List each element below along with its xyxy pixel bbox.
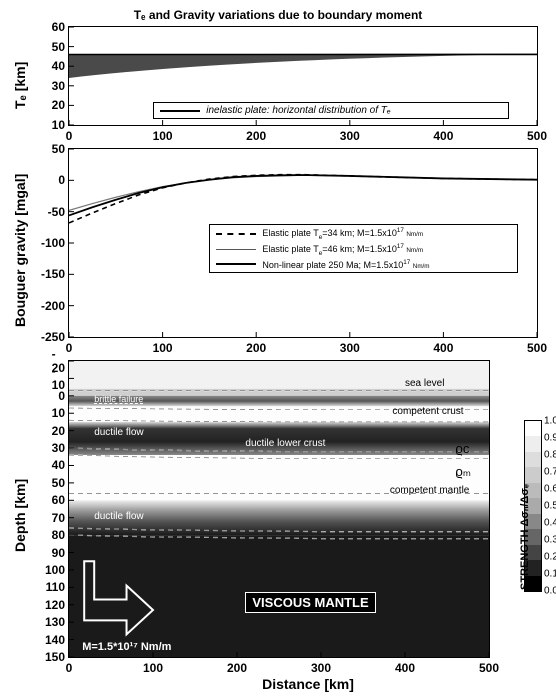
colorbar-tick: 0.1: [541, 569, 556, 580]
ytick-label: 60: [52, 493, 69, 507]
xtick-label: 400: [395, 661, 415, 675]
ytick-label: 130: [45, 615, 69, 629]
xtick-label: 200: [246, 341, 266, 355]
xtick-label: 100: [153, 341, 173, 355]
ytick-label: 90: [52, 546, 69, 560]
ytick-label: 50: [52, 476, 69, 490]
annotation-ductile-flow: ductile flow: [94, 511, 143, 522]
annotation-sea-level: sea level: [405, 378, 444, 389]
ytick-label: 30: [52, 79, 69, 93]
colorbar-segment: [525, 421, 541, 436]
legend-swatch: [216, 233, 256, 235]
legend-label: Non-linear plate 250 Ma; M=1.5x1017 Nm/m: [262, 259, 429, 270]
xtick-label: 300: [340, 129, 360, 143]
moment-label: M=1.5*10¹⁷ Nm/m: [82, 641, 171, 653]
colorbar-tick: 0.6: [541, 484, 556, 495]
colorbar-tick: 0.0: [541, 586, 556, 597]
ytick-label: -150: [41, 267, 69, 281]
ytick-label: 100: [45, 563, 69, 577]
annotation-competent-mantle: competent mantle: [390, 485, 470, 496]
ytick-label: 40: [52, 458, 69, 472]
legend-swatch: [216, 263, 256, 265]
ytick-label: 70: [52, 511, 69, 525]
annotation-ductile-lower-crust: ductile lower crust: [245, 438, 325, 449]
ytick-label: -100: [41, 236, 69, 250]
legend-gravity: Elastic plate Te=34 km; M=1.5x1017 Nm/m E…: [209, 224, 518, 273]
annotation-competent-crust: competent crust: [392, 406, 463, 417]
xtick-label: 200: [227, 661, 247, 675]
colorbar-tick: 0.8: [541, 450, 556, 461]
ytick-label: 0: [58, 389, 69, 403]
xtick-label: 200: [246, 129, 266, 143]
colorbar-tick: 0.2: [541, 552, 556, 563]
legend-te-text: inelastic plate: horizontal distribution…: [206, 105, 391, 116]
legend-te: inelastic plate: horizontal distribution…: [153, 102, 509, 119]
colorbar-segment: [525, 467, 541, 482]
figure-title: Tₑ and Gravity variations due to boundar…: [8, 8, 548, 22]
annotation-brittle-failure: brittle failure: [94, 394, 143, 404]
colorbar-tick: 0.3: [541, 535, 556, 546]
ytick-label: 50: [52, 142, 69, 156]
colorbar-tick: 0.9: [541, 433, 556, 444]
annotation-ϱᴄ: ϱᴄ: [455, 441, 469, 456]
xtick-label: 100: [143, 661, 163, 675]
xtick-label: 0: [66, 129, 73, 143]
ytick-label: 50: [52, 40, 69, 54]
colorbar-tick: 0.7: [541, 467, 556, 478]
ytick-label: -50: [48, 205, 69, 219]
colorbar-tick: 0.5: [541, 501, 556, 512]
legend-row-elastic46: Elastic plate Te=46 km; M=1.5x1017 Nm/m: [216, 243, 511, 257]
legend-label: Elastic plate Te=46 km; M=1.5x1017 Nm/m: [262, 243, 423, 257]
ytick-label: 0: [58, 173, 69, 187]
xtick-label: 0: [66, 661, 73, 675]
xtick-label: 300: [311, 661, 331, 675]
ytick-label: 120: [45, 598, 69, 612]
ylabel-depth: Depth [km]: [12, 479, 28, 552]
xtick-label: 500: [527, 341, 547, 355]
viscous-mantle-label: VISCOUS MANTLE: [245, 592, 375, 613]
ytick-label: 30: [52, 441, 69, 455]
ytick-label: 80: [52, 528, 69, 542]
x-axis-label: Distance [km]: [68, 676, 548, 692]
legend-row-elastic34: Elastic plate Te=34 km; M=1.5x1017 Nm/m: [216, 227, 511, 241]
panel-gravity: Elastic plate Te=34 km; M=1.5x1017 Nm/m E…: [68, 148, 538, 338]
ytick-label: 140: [45, 633, 69, 647]
ytick-label: 20: [52, 424, 69, 438]
annotation-ϱₘ: ϱₘ: [455, 464, 471, 480]
figure: Tₑ and Gravity variations due to boundar…: [8, 8, 548, 692]
xtick-label: 500: [479, 661, 499, 675]
colorbar-segment: [525, 436, 541, 451]
xtick-label: 100: [153, 129, 173, 143]
ytick-label: 10: [52, 406, 69, 420]
colorbar-tick: 0.4: [541, 518, 556, 529]
ytick-label: -200: [41, 299, 69, 313]
legend-row-nonlinear: Non-linear plate 250 Ma; M=1.5x1017 Nm/m: [216, 259, 511, 270]
xtick-label: 500: [527, 129, 547, 143]
panel-te: inelastic plate: horizontal distribution…: [68, 26, 538, 126]
ytick-label: 20: [52, 98, 69, 112]
legend-swatch: [216, 249, 256, 250]
legend-swatch-inelastic: [160, 110, 200, 112]
ytick-label: 60: [52, 20, 69, 34]
xtick-label: 400: [433, 129, 453, 143]
colorbar-segment: [525, 452, 541, 467]
colorbar-tick: 1.0: [541, 416, 556, 427]
annotation-ductile-flow: ductile flow: [94, 427, 143, 438]
ylabel-gravity: Bouguer gravity [mgal]: [12, 173, 28, 326]
ylabel-te: Tₑ [km]: [12, 62, 28, 109]
ytick-label: 110: [46, 580, 69, 594]
xtick-label: 400: [433, 341, 453, 355]
colorbar-label: STRENGTH Δσₙ/Δσₑ: [518, 484, 531, 590]
xtick-label: 300: [340, 341, 360, 355]
legend-label: Elastic plate Te=34 km; M=1.5x1017 Nm/m: [262, 227, 423, 241]
ytick-label: 40: [52, 59, 69, 73]
panel-depth: VISCOUS MANTLE sea level brittle failure c…: [68, 360, 490, 658]
